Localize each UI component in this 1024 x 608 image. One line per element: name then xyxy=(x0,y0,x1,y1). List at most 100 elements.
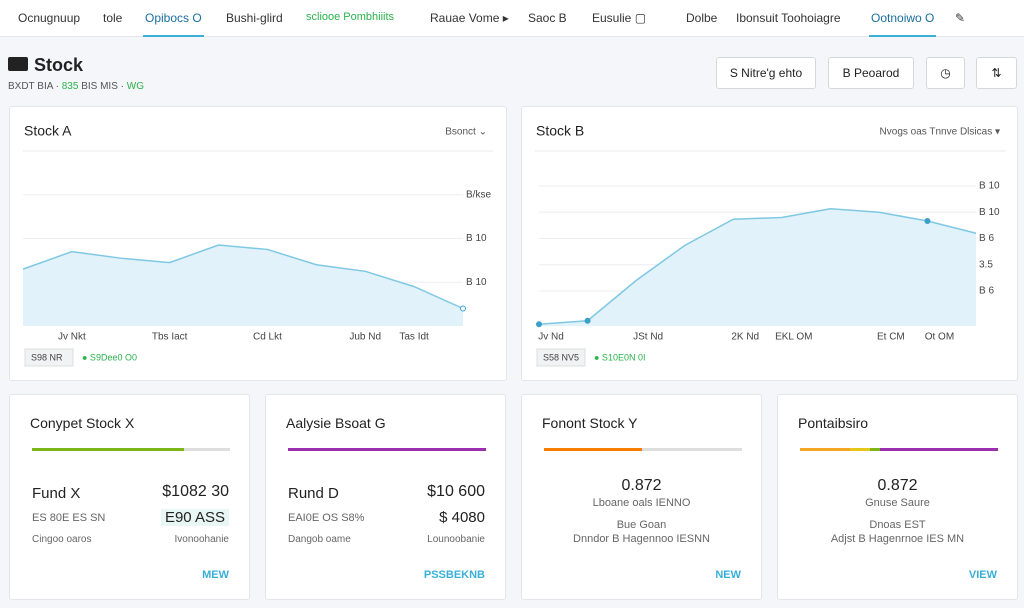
card-title: Fonont Stock Y xyxy=(542,415,638,431)
badge-box xyxy=(24,348,74,367)
foot-right: Lounoobanie xyxy=(427,534,485,545)
line-text: Dnndor B Hagennoo IESNN xyxy=(573,533,710,545)
foot-text: Dangob oame xyxy=(288,534,351,545)
point xyxy=(584,317,591,324)
nav-item[interactable]: ✎ xyxy=(955,11,966,25)
nav-item[interactable]: Dolbe xyxy=(686,11,718,25)
x-tick-label: Tas Idt xyxy=(399,332,429,343)
nav-item[interactable]: Bushi-glird xyxy=(226,11,283,25)
progress-bar xyxy=(880,448,998,451)
x-tick-label: Tbs Iact xyxy=(152,332,188,343)
badge: S98 NR xyxy=(31,352,63,362)
line-text: Gnuse Saure xyxy=(865,497,930,509)
amount: $1082 30 xyxy=(162,483,229,500)
card: Conypet Stock X Fund X $1082 30 ES 80E ES S… xyxy=(9,394,250,600)
button[interactable]: S Nitre'g ehto xyxy=(716,57,816,89)
button[interactable]: B Peoarod xyxy=(828,57,914,89)
nav-item[interactable]: Saoc B xyxy=(528,11,567,25)
dropdown: Bsonct ⌄ xyxy=(445,127,487,138)
sub-amount: $ 4080 xyxy=(439,509,485,526)
progress-bar xyxy=(288,448,486,451)
status: ● S9Dee0 O0 xyxy=(82,352,137,362)
x-tick-label: EKL OM xyxy=(775,332,812,343)
line-text: Adjst B Hagenrnoe IES MN xyxy=(830,533,965,545)
y-tick-label: B 10 xyxy=(466,233,487,244)
line-text: Bue Goan xyxy=(616,519,667,531)
sub-amount: E90 ASS xyxy=(160,509,229,526)
card-title: Aalysie Bsoat G xyxy=(286,415,386,431)
point xyxy=(924,218,931,224)
icon-button[interactable]: ⇅ xyxy=(976,57,1017,89)
line-text: Lboane oals IENNO xyxy=(592,497,691,509)
x-tick-label: Ot OM xyxy=(925,332,954,343)
subtitle-part: WG xyxy=(126,81,144,92)
fund-name: Fund X xyxy=(32,485,81,502)
chart-title: Stock B xyxy=(536,123,584,139)
progress-bar xyxy=(544,448,642,451)
dropdown: Nvogs oas Tnnve Dlsicas ▾ xyxy=(880,127,1000,138)
y-tick-label: 3.5 xyxy=(979,259,993,270)
point xyxy=(460,305,466,312)
foot-right: Ivonoohanie xyxy=(174,534,230,545)
progress-bar xyxy=(184,448,230,451)
y-tick-label: B/kse xyxy=(466,189,491,200)
card-title: Conypet Stock X xyxy=(30,415,135,431)
x-tick-label: Jub Nd xyxy=(349,332,381,343)
link[interactable]: PSSBEKNB xyxy=(423,569,485,581)
subtitle-part: BXDT BIA · xyxy=(8,81,59,92)
big-value: 0.872 xyxy=(877,477,918,494)
nav-item[interactable]: tole xyxy=(103,11,123,25)
foot-text: Cingoo oaros xyxy=(32,534,92,545)
x-tick-label: 2K Nd xyxy=(731,332,759,343)
amount: $10 600 xyxy=(427,483,485,500)
logo xyxy=(8,57,28,71)
nav-item[interactable]: Ocnugnuup xyxy=(18,11,81,25)
y-tick-label: B 10 xyxy=(979,207,1000,218)
link[interactable]: VIEW xyxy=(968,569,997,581)
x-tick-label: Jv Nkt xyxy=(58,332,86,343)
big-value: 0.872 xyxy=(621,477,662,494)
card: Fonont Stock Y 0.872 Lboane oals IENNO Bue … xyxy=(521,394,762,600)
nav-item[interactable]: Ootnoiwo O xyxy=(868,11,937,37)
x-tick-label: JSt Nd xyxy=(633,332,663,343)
card: Aalysie Bsoat G Rund D $10 600 EAI0E OS S8%… xyxy=(265,394,506,600)
subtitle-part: BIS MIS · xyxy=(81,81,124,92)
card-title: Pontaibsiro xyxy=(798,415,869,431)
y-tick-label: B 10 xyxy=(466,277,487,288)
fund-name: Rund D xyxy=(288,485,339,502)
point xyxy=(536,321,542,328)
sub-text: ES 80E ES SN xyxy=(32,512,106,524)
nav-item[interactable]: Eusulie ▢ xyxy=(592,11,647,25)
subtitle-part: 835 xyxy=(61,81,79,92)
nav-item[interactable]: Opibocs O xyxy=(143,11,204,37)
nav-bar: Ocnugnuup tole Opibocs O Bushi-glird scliooe… xyxy=(0,0,1024,37)
area xyxy=(23,245,463,326)
chart: Stock A Bsonct ⌄ B/kse B 10 B 10 Jv Nkt Tbs Ia… xyxy=(22,123,493,367)
sub-text: EAI0E OS S8% xyxy=(288,512,365,524)
line xyxy=(538,207,977,325)
chart-panel: Stock B Nvogs oas Tnnve Dlsicas ▾ B 10 B 10… xyxy=(521,106,1018,381)
link[interactable]: NEW xyxy=(715,569,741,581)
link[interactable]: MEW xyxy=(202,569,229,581)
line xyxy=(22,244,464,310)
nav-item[interactable]: Ibonsuit Toohoiagre xyxy=(736,11,841,25)
chart: Stock B Nvogs oas Tnnve Dlsicas ▾ B 10 B 10… xyxy=(535,123,1006,367)
area xyxy=(539,208,976,326)
icon-button[interactable]: ◷ xyxy=(926,57,965,89)
progress-bar xyxy=(850,448,870,451)
x-tick-label: Jv Nd xyxy=(538,332,564,343)
page-title: Stock xyxy=(34,55,84,75)
status: ● S10E0N 0I xyxy=(594,352,645,362)
chart-panel: Stock A Bsonct ⌄ B/kse B 10 B 10 Jv Nkt Tbs Ia… xyxy=(9,106,507,381)
nav-item[interactable]: scliooe Pombhiiits xyxy=(306,11,395,23)
line-text: Dnoas EST xyxy=(869,519,926,531)
badge: S58 NV5 xyxy=(543,352,579,362)
progress-bar xyxy=(870,448,880,451)
card: Pontaibsiro 0.872 Gnuse Saure Dnoas EST Adjs… xyxy=(777,394,1018,600)
progress-bar xyxy=(642,448,742,451)
y-tick-label: B 6 xyxy=(979,233,994,244)
subtitle: BXDT BIA · 835 BIS MIS · WG xyxy=(8,81,144,92)
x-tick-label: Cd Lkt xyxy=(253,332,282,343)
nav-item[interactable]: Rauae Vome ▸ xyxy=(430,11,509,25)
